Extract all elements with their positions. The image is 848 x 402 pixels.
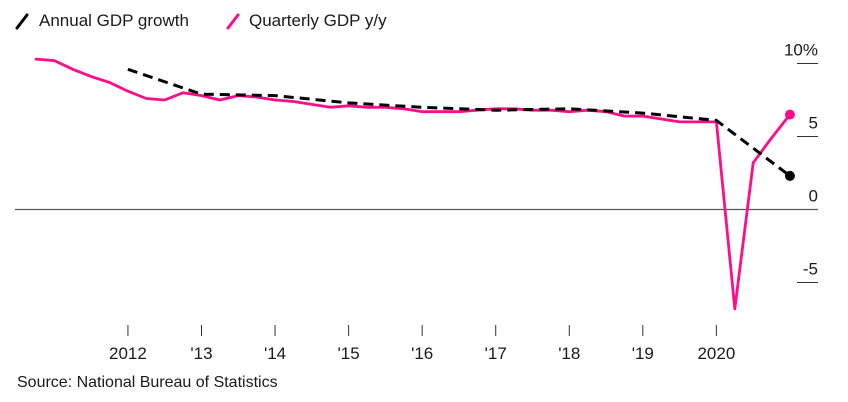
- y-tick-label: 10%: [784, 41, 818, 60]
- x-tick-label: 2020: [697, 344, 735, 363]
- y-tick-label: -5: [803, 260, 818, 279]
- source-note: Source: National Bureau of Statistics: [17, 374, 278, 391]
- series-layer: [34, 57, 795, 311]
- x-tick-label: '15: [338, 344, 360, 363]
- legend-label-quarterly: Quarterly GDP y/y: [249, 11, 387, 30]
- legend-swatch-annual: [15, 13, 29, 30]
- x-tick-label: '14: [264, 344, 286, 363]
- legend-label-annual: Annual GDP growth: [39, 11, 189, 30]
- legend: Annual GDP growth Quarterly GDP y/y: [15, 11, 387, 30]
- x-tick-label: 2012: [109, 344, 147, 363]
- annual-gdp-end-point: [784, 170, 795, 181]
- x-axis: 2012 '13 '14 '15 '16 '17 '18 '19 2020: [109, 325, 735, 363]
- y-tick-label: 5: [809, 114, 818, 133]
- annual-gdp-line: [127, 67, 791, 178]
- y-tick-label: 0: [809, 187, 818, 206]
- quarterly-gdp-end-point: [784, 109, 795, 120]
- x-tick-label: '13: [190, 344, 212, 363]
- x-tick-label: '19: [632, 344, 654, 363]
- y-axis: 10% 5 0 -5: [15, 41, 818, 283]
- legend-swatch-quarterly: [226, 13, 240, 30]
- quarterly-gdp-line: [34, 57, 792, 311]
- x-tick-label: '18: [558, 344, 580, 363]
- x-tick-label: '16: [411, 344, 433, 363]
- x-tick-label: '17: [485, 344, 507, 363]
